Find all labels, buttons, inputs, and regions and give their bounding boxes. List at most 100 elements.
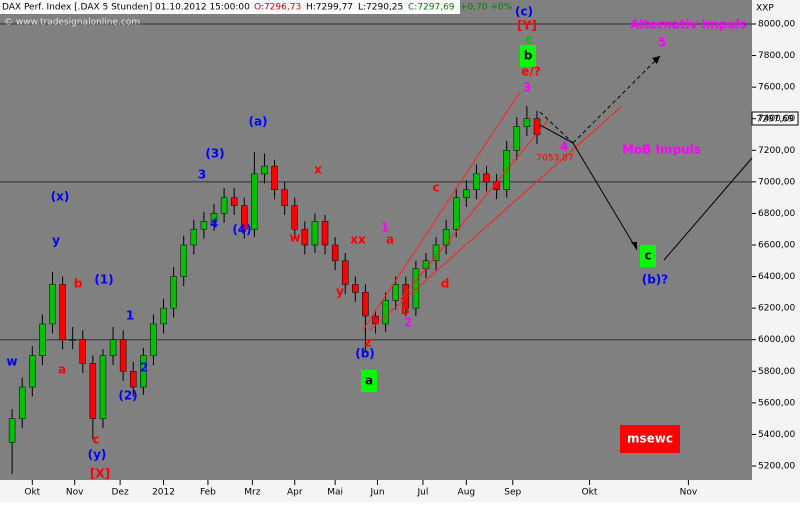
y-tick-label: 6000,00 [758,335,795,345]
candle-body [261,165,268,175]
candle-body [442,228,450,246]
annotation: (2) [118,389,137,403]
annotation: 7053,87 [536,154,573,164]
annotation: 4 [560,140,568,154]
x-tick-label: Jul [417,488,429,498]
annotation: (4) [232,223,251,237]
x-tick-label: Feb [200,488,216,498]
y-tick-label: 6400,00 [758,272,795,282]
candle-body [8,418,16,443]
candle-body [291,205,298,230]
y-tick-label: 7000,00 [758,177,795,187]
candle-body [352,284,359,293]
candle-body [220,197,228,214]
annotation: w [6,355,17,369]
x-tick-label: Mai [327,488,343,498]
candle-body [372,315,379,325]
annotation: y [52,234,60,248]
annotation: (b) [355,347,375,361]
candle-body [109,339,117,356]
annotation: 3 [198,168,206,182]
candle-body [170,276,177,309]
x-axis-panel [0,480,800,502]
x-tick-label: Sep [504,488,521,498]
candle-body [251,173,258,230]
drawings [361,45,799,453]
annotation: 4 [210,217,218,231]
annotation: xx [350,233,366,247]
annotation: 5 [658,36,666,50]
y-tick-label: 7800,00 [758,51,795,61]
candle-body [200,221,208,230]
annotation: [X] [90,467,110,481]
header-open: O:7296,73 [254,3,301,13]
axis-unit: XXP [756,4,774,14]
annotation: (x) [51,190,70,204]
candle-body [422,260,430,269]
channel-line [369,105,623,331]
candle-body [533,118,541,135]
y-tick-label: 5400,00 [758,430,795,440]
x-tick-label: Mrz [244,488,260,498]
projection-line [663,157,753,261]
annotation: 1 [381,221,389,235]
arrow-head [631,242,637,250]
candle-body [362,292,369,317]
candle-body [180,244,187,277]
candle-body [190,228,198,246]
channel-line [362,91,521,331]
annotation: [Y] [517,19,537,33]
annotation: (b)? [642,273,669,287]
candle-body [230,197,238,206]
y-axis-panel [752,0,800,480]
annotation: 1 [126,309,134,323]
annotation: a [386,233,394,247]
x-tick-label: Nov [680,488,698,498]
watermark: © www.tradesignalonline.com [4,18,140,28]
x-tick-label: Okt [582,488,598,498]
candle-body [39,323,46,356]
x-tick-label: Okt [24,488,40,498]
candle-body [59,284,66,340]
annotation: y [336,285,344,299]
candle-body [321,221,329,246]
candle-body [160,307,167,325]
annotation: (c) [515,5,533,19]
candle-body [331,244,339,262]
annotation: w [289,231,300,245]
candle-body [119,339,127,372]
annotation: b [524,49,533,63]
x-tick-label: Apr [287,488,303,498]
annotation: (y) [88,448,107,462]
annotation: a [365,374,373,388]
annotation: c [432,181,439,195]
label-box [520,45,536,67]
annotation: Alternativ Impuls [630,18,747,32]
header-high: H:7299,77 [306,3,353,13]
candle-body [150,323,157,356]
arrow-head [652,56,660,64]
annotation: d [441,277,450,291]
candle-body [29,355,36,388]
y-tick-label: 5800,00 [758,367,795,377]
candle-body [49,284,56,325]
y-tick-label: 7600,00 [758,83,795,93]
y-tick-label: 5600,00 [758,398,795,408]
candle-body [89,363,97,419]
y-tick-label: 5200,00 [758,462,795,472]
y-tick-label: 6200,00 [758,304,795,314]
x-tick-label: 2012 [152,488,175,498]
candle-body [392,284,399,301]
y-tick-label: 8000,00 [758,19,795,29]
candle-body [271,165,278,190]
y-tick-label: 7200,00 [758,146,795,156]
last-price: 7297,69 [756,115,793,125]
x-tick-label: Aug [458,488,476,498]
candle-body [129,371,137,388]
x-tick-label: Nov [66,488,84,498]
annotation: c [525,33,532,47]
candle-body [311,221,319,246]
candle-body [140,355,147,388]
plot-background [0,0,752,480]
candle-body [513,126,521,151]
